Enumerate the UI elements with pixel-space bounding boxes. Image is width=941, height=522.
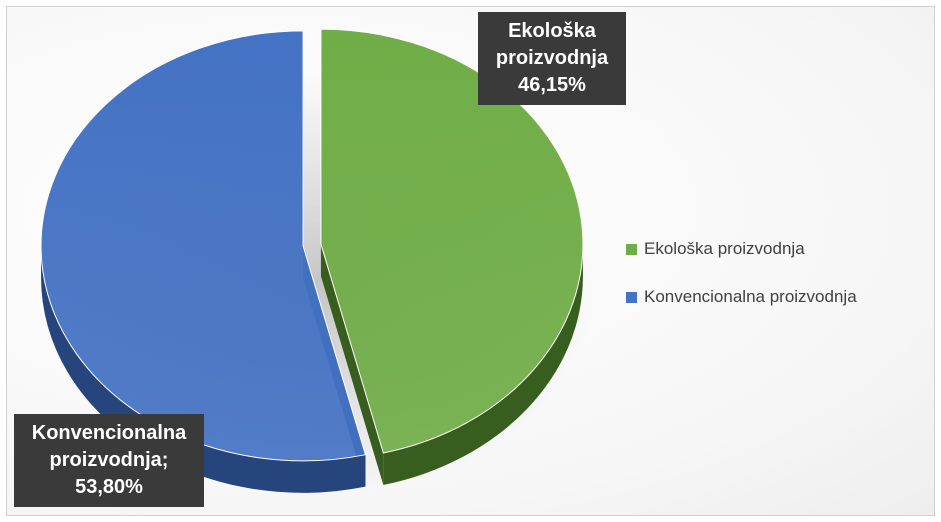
data-label-ekoloska-value: 46,15% — [518, 74, 586, 96]
chart-legend: Ekološka proizvodnja Konvencionalna proi… — [626, 236, 857, 332]
data-label-konvencionalna-line2: proizvodnja; — [49, 449, 169, 471]
data-label-konvencionalna-value: 53,80% — [75, 476, 143, 498]
slice-0-side-wall — [383, 244, 583, 485]
data-label-konvencionalna: Konvencionalna proizvodnja; 53,80% — [14, 414, 204, 507]
pie-slice-ekoloska — [320, 28, 584, 454]
legend-label-konvencionalna: Konvencionalna proizvodnja — [644, 287, 857, 306]
slice-0-cut-face-1 — [320, 244, 384, 485]
data-label-konvencionalna-line1: Konvencionalna — [31, 422, 187, 444]
legend-item-ekoloska: Ekološka proizvodnja — [626, 236, 857, 262]
legend-swatch-ekoloska — [626, 243, 637, 255]
legend-label-ekoloska: Ekološka proizvodnja — [644, 239, 805, 258]
legend-swatch-konvencionalna — [626, 291, 637, 303]
data-label-ekoloska-line1: Ekološka — [508, 20, 596, 42]
legend-item-konvencionalna: Konvencionalna proizvodnja — [626, 284, 857, 310]
pie-slice-konvencionalna — [40, 30, 367, 462]
data-label-ekoloska-line2: proizvodnja — [495, 47, 609, 69]
data-label-ekoloska: Ekološka proizvodnja 46,15% — [478, 12, 626, 105]
